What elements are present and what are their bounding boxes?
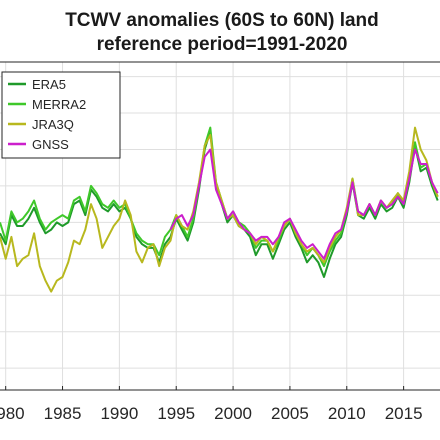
x-tick-label-7: 2015	[385, 404, 423, 423]
series-line-gnss	[169, 148, 439, 260]
legend-label-merra2: MERRA2	[32, 97, 86, 112]
legend-label-jra3q: JRA3Q	[32, 117, 74, 132]
legend-label-gnss: GNSS	[32, 137, 69, 152]
x-tick-label-6: 2010	[328, 404, 366, 423]
chart-title-line-1: TCWV anomalies (60S to 60N) land	[65, 10, 379, 31]
series-layer	[0, 126, 439, 293]
x-tick-label-1: 1985	[44, 404, 82, 423]
x-tick-label-5: 2005	[271, 404, 309, 423]
x-tick-label-3: 1995	[157, 404, 195, 423]
x-tick-label-4: 2000	[214, 404, 252, 423]
x-tick-layer: 1980 1985 1990 1995 2000 2005 2010 2015	[0, 386, 423, 423]
x-tick-label-0: 1980	[0, 404, 25, 423]
legend-label-era5: ERA5	[32, 77, 66, 92]
x-tick-label-2: 1990	[100, 404, 138, 423]
legend: ERA5 MERRA2 JRA3Q GNSS	[1, 71, 121, 159]
chart-title-line-2: reference period=1991-2020	[97, 34, 348, 55]
